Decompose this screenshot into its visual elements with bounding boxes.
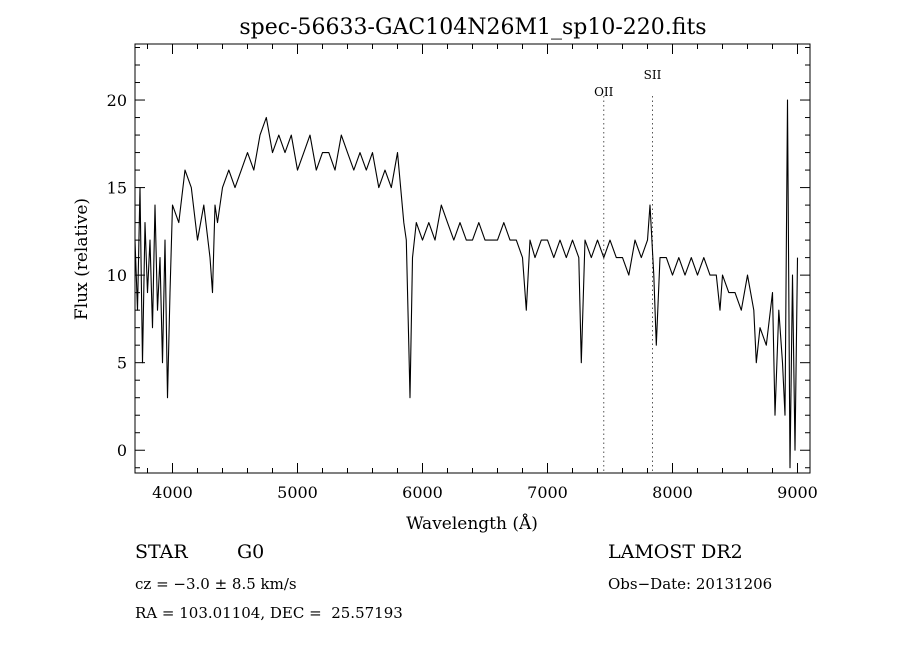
y-tick-label: 20 [107, 91, 127, 110]
emission-line-label: SII [644, 68, 662, 82]
y-axis-label: Flux (relative) [72, 198, 92, 320]
y-tick-label: 15 [107, 179, 127, 198]
x-axis-label: Wavelength (Å) [406, 513, 538, 534]
x-tick-label: 4000 [152, 483, 193, 502]
x-tick-label: 6000 [402, 483, 443, 502]
survey-name: LAMOST DR2 [608, 541, 743, 563]
x-tick-label: 5000 [277, 483, 318, 502]
emission-line-label: OII [594, 85, 614, 99]
spectrum-line-0 [134, 99, 799, 469]
observation-date: Obs−Date: 20131206 [608, 575, 773, 593]
x-tick-label: 7000 [527, 483, 568, 502]
redshift-text: cz = −3.0 ± 8.5 km/s [135, 575, 297, 593]
object-type: STAR [135, 541, 188, 563]
chart-title: spec-56633-GAC104N26M1_sp10-220.fits [239, 15, 706, 40]
y-tick-label: 5 [117, 354, 127, 373]
emission-line-markers: OII SII [594, 68, 662, 473]
y-tick-label: 10 [107, 266, 127, 285]
y-axis: 0 5 10 15 20 [107, 47, 810, 469]
x-axis: 4000 5000 6000 7000 8000 9000 [147, 44, 818, 502]
coordinates-text: RA = 103.01104, DEC = 25.57193 [135, 604, 403, 622]
object-subclass: G0 [237, 541, 265, 563]
spectrum-series [134, 99, 799, 469]
x-tick-label: 9000 [777, 483, 818, 502]
y-tick-label: 0 [117, 441, 127, 460]
x-tick-label: 8000 [652, 483, 693, 502]
plot-frame [134, 43, 811, 474]
